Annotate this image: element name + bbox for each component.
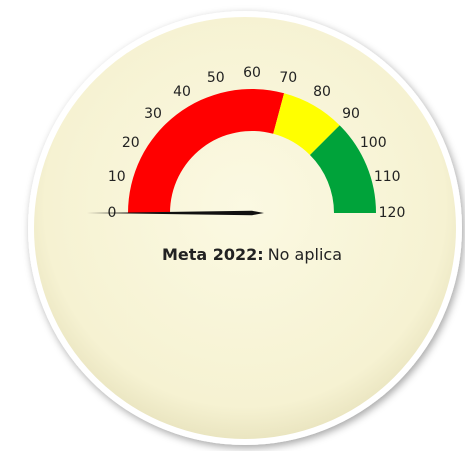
tick-label: 110	[374, 169, 401, 185]
tick-label: 10	[108, 169, 126, 185]
card-circle	[28, 11, 462, 445]
gauge: 0102030405060708090100110120	[87, 65, 405, 221]
tick-label: 20	[122, 135, 140, 151]
tick-label: 40	[173, 84, 191, 100]
gauge-band	[309, 125, 376, 213]
tick-label: 80	[313, 84, 331, 100]
tick-label: 120	[379, 205, 406, 221]
tick-label: 70	[279, 70, 297, 86]
tick-label: 90	[342, 106, 360, 122]
tick-label: 100	[360, 135, 387, 151]
gauge-band	[273, 93, 340, 156]
goal-label: Meta 2022: No aplica	[162, 245, 342, 264]
tick-label: 30	[144, 106, 162, 122]
goal-title: Meta 2022:	[162, 245, 264, 264]
tick-label: 60	[243, 65, 261, 81]
goal-value: No aplica	[268, 245, 342, 264]
gauge-band	[128, 89, 285, 213]
needle	[87, 210, 264, 216]
tick-label: 50	[207, 70, 225, 86]
